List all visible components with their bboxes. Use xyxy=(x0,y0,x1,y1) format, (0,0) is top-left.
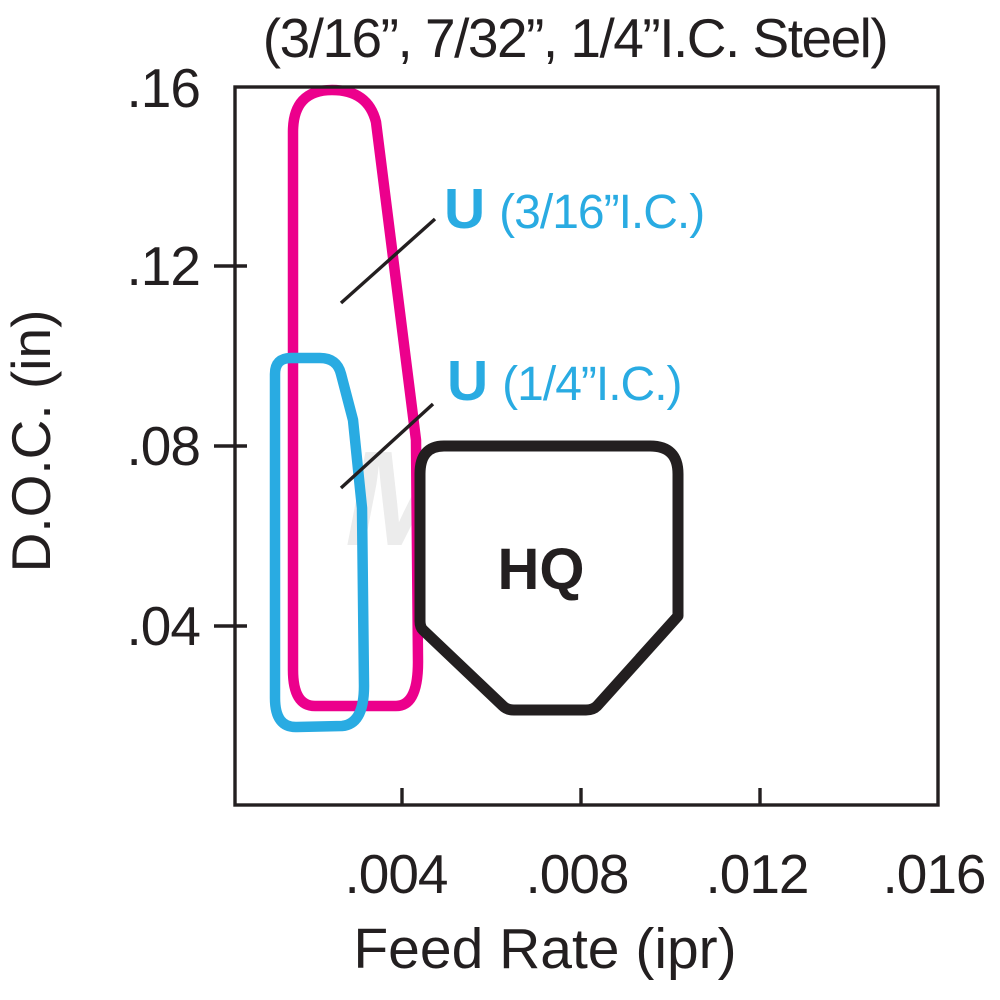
y-tick-label-008: .08 xyxy=(126,415,201,477)
annotation-u-1-4-series: U xyxy=(447,349,489,413)
x-tick-label-0016: .016 xyxy=(882,843,986,905)
annotation-u-1-4-ic: U (1/4”I.C.) xyxy=(447,348,683,414)
y-tick-label-004: .04 xyxy=(126,595,201,657)
region-u-3-16-ic-outline xyxy=(287,84,424,712)
x-axis-label: Feed Rate (ipr) xyxy=(353,917,737,981)
region-hq-outline xyxy=(414,440,684,716)
callout-line-u-3-16 xyxy=(339,217,437,305)
region-u-1-4-ic-outline xyxy=(269,352,370,733)
x-tick-label-0012: .012 xyxy=(705,843,809,905)
callout-line-u-1-4 xyxy=(339,402,435,490)
annotation-u-3-16-ic: U (3/16”I.C.) xyxy=(444,176,705,242)
x-tick-label-0008: .008 xyxy=(525,843,629,905)
region-hq-label: HQ xyxy=(498,537,585,602)
chart-title: (3/16”, 7/32”, 1/4”I.C. Steel) xyxy=(262,7,889,69)
annotation-u-3-16-series: U xyxy=(444,177,486,241)
annotation-u-3-16-detail: (3/16”I.C.) xyxy=(499,186,705,239)
y-tick-label-012: .12 xyxy=(126,235,201,297)
annotation-u-1-4-detail: (1/4”I.C.) xyxy=(502,358,682,411)
x-tick-label-0004: .004 xyxy=(344,843,448,905)
y-tick-label-016: .16 xyxy=(126,57,201,119)
